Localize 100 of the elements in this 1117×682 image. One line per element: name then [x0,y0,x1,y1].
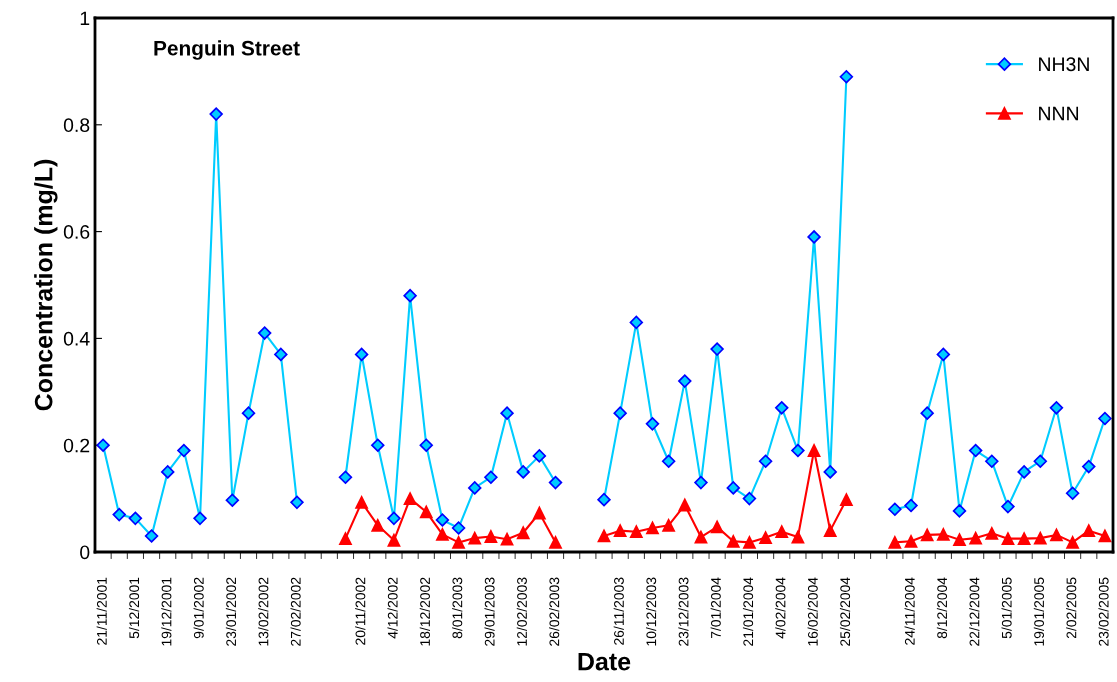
point [1033,454,1048,468]
x-tick-label: 10/12/2003 [646,577,657,646]
x-tick-label: 7/01/2004 [710,577,721,639]
point [436,527,449,541]
y-tick-label: 0 [80,545,90,560]
point [338,470,353,484]
x-tick-label: 19/01/2005 [1033,577,1045,646]
point [920,406,934,420]
point [1082,524,1096,538]
y-tick-label: 1 [80,11,90,26]
x-tick-label: 8/12/2004 [936,577,948,639]
point [613,524,627,538]
point [629,525,643,539]
point [177,443,191,458]
point [112,507,126,522]
point [985,454,999,468]
point [1049,401,1064,415]
point [371,438,385,452]
x-tick-label: 13/02/2002 [258,577,269,646]
point [1017,532,1031,546]
x-tick-label: 2/02/2005 [1066,577,1077,639]
point [339,532,352,546]
point [1033,531,1047,545]
point [694,475,708,490]
point [500,532,514,546]
point [225,493,240,507]
point [532,506,546,520]
x-tick-label: 24/11/2004 [904,577,915,645]
point [888,535,902,549]
point [548,475,563,490]
point [985,526,999,540]
point [904,534,918,548]
point [694,530,708,544]
point [1066,535,1079,549]
point [387,533,401,547]
point [355,495,369,509]
point [419,438,433,452]
x-tick-label: 29/01/2003 [484,577,495,646]
x-tick-label: 18/12/2002 [419,577,430,646]
point [532,449,547,463]
point [743,535,756,549]
point [807,444,821,457]
point [549,535,562,549]
point [839,493,853,507]
point [791,443,805,458]
point [775,525,789,539]
point [661,454,676,468]
point [629,315,644,330]
point [387,511,401,526]
point [160,465,175,479]
point [484,470,498,484]
point [678,498,692,512]
point [1050,528,1063,542]
x-tick-label: 23/01/2002 [225,577,237,646]
point [888,502,902,517]
x-tick-label: 21/11/2001 [96,577,107,645]
point [1098,411,1112,426]
point [419,505,433,519]
point [1065,486,1080,500]
point [597,529,611,543]
point [274,347,288,362]
x-tick-label: 25/02/2004 [839,577,851,646]
point [452,535,465,549]
legend-label: NNN [1039,106,1079,121]
point [1082,459,1096,474]
point [128,511,143,526]
x-tick-label: 27/02/2002 [290,577,301,646]
point [435,513,450,527]
point [678,374,692,388]
x-tick-label: 5/01/2005 [1001,577,1012,639]
point [144,529,159,543]
point [468,531,482,545]
x-tick-label: 21/01/2004 [742,577,754,646]
point [500,406,514,420]
x-tick-label: 9/01/2002 [193,577,204,639]
x-tick-label: 8/01/2003 [452,577,463,639]
point [839,70,854,84]
point [290,495,304,510]
point [710,520,724,534]
point [662,518,676,532]
point [1001,499,1015,514]
point [257,326,272,340]
point [516,526,530,540]
point [597,492,611,507]
point [791,530,805,544]
x-tick-label: 26/11/2003 [613,577,624,645]
x-tick-label: 5/12/2001 [128,577,140,639]
point [936,527,950,541]
point [823,524,837,538]
point [484,530,498,543]
x-tick-label: 19/12/2001 [161,577,172,646]
point [96,438,110,452]
x-tick-label: 23/02/2005 [1098,577,1109,646]
point [726,534,740,548]
point [1001,532,1015,546]
point [775,401,789,415]
point [758,454,773,468]
point [468,481,482,495]
x-tick-label: 23/12/2003 [678,577,689,646]
y-tick-label: 0.4 [63,331,90,346]
